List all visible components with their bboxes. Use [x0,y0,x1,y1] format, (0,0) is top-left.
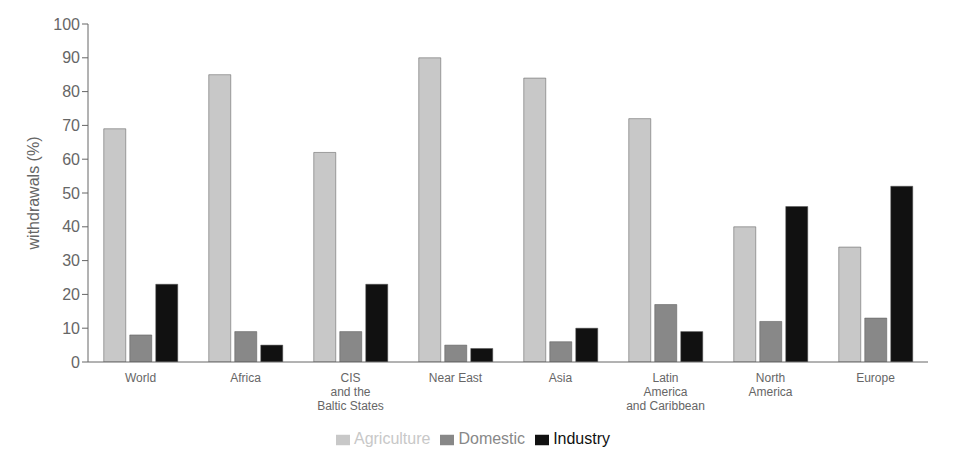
svg-text:50: 50 [62,185,80,202]
svg-text:NorthAmerica: NorthAmerica [748,371,792,399]
svg-text:Africa: Africa [230,371,261,385]
svg-text:Europe: Europe [856,371,895,385]
svg-text:Near East: Near East [429,371,483,385]
svg-text:LatinAmericaand Caribbean: LatinAmericaand Caribbean [626,371,705,413]
svg-text:World: World [125,371,156,385]
svg-text:20: 20 [62,286,80,303]
html-text:Domestic: Domestic [458,430,526,447]
svg-text:withdrawals (%): withdrawals (%) [25,137,42,251]
svg-text:40: 40 [62,218,80,235]
svg-text:30: 30 [62,252,80,269]
html-text:Agriculture: Agriculture [354,430,431,447]
svg-text:90: 90 [62,49,80,66]
svg-text:70: 70 [62,117,80,134]
svg-text:80: 80 [62,83,80,100]
svg-text:CISand theBaltic States: CISand theBaltic States [317,371,384,413]
svg-text:60: 60 [62,151,80,168]
svg-text:10: 10 [62,320,80,337]
svg-text:Asia: Asia [549,371,573,385]
html-text:Industry: Industry [553,430,610,447]
svg-text:0: 0 [71,354,80,371]
svg-text:100: 100 [53,16,80,33]
